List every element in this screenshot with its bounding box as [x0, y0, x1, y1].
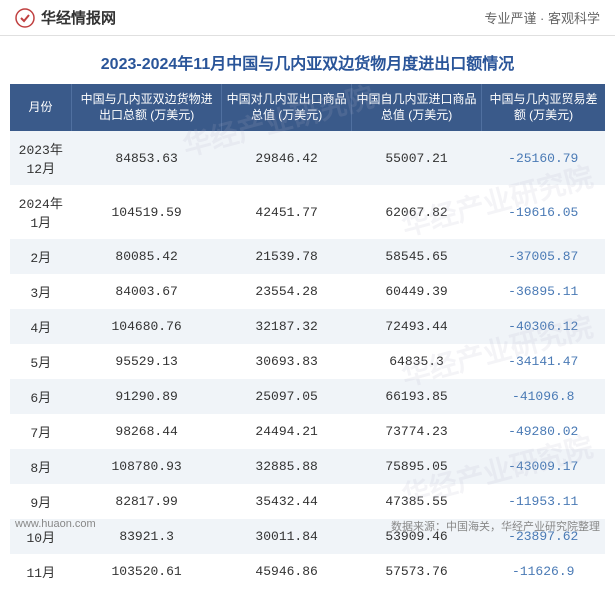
cell-month: 4月	[10, 309, 72, 344]
cell-export: 30693.83	[222, 344, 352, 379]
page-footer: www.huaon.com 数据来源：中国海关，华经产业研究院整理	[0, 518, 615, 534]
cell-import: 57573.76	[352, 554, 482, 589]
table-header-row: 月份 中国与几内亚双边货物进出口总额 (万美元) 中国对几内亚出口商品总值 (万…	[10, 84, 605, 131]
cell-import: 66193.85	[352, 379, 482, 414]
table-row: 6月91290.8925097.0566193.85-41096.8	[10, 379, 605, 414]
cell-total: 104680.76	[72, 309, 222, 344]
cell-import: 60449.39	[352, 274, 482, 309]
cell-month: 2023年12月	[10, 131, 72, 185]
cell-month: 7月	[10, 414, 72, 449]
cell-export: 25097.05	[222, 379, 352, 414]
table-row: 3月84003.6723554.2860449.39-36895.11	[10, 274, 605, 309]
cell-balance: -11953.11	[482, 484, 606, 519]
table-row: 2024年1月104519.5942451.7762067.82-19616.0…	[10, 185, 605, 239]
tagline: 专业严谨 · 客观科学	[484, 8, 600, 27]
cell-month: 9月	[10, 484, 72, 519]
cell-month: 8月	[10, 449, 72, 484]
cell-export: 32885.88	[222, 449, 352, 484]
cell-import: 64835.3	[352, 344, 482, 379]
cell-export: 45946.86	[222, 554, 352, 589]
cell-month: 2月	[10, 239, 72, 274]
table-row: 11月103520.6145946.8657573.76-11626.9	[10, 554, 605, 589]
table-row: 2023年12月84853.6329846.4255007.21-25160.7…	[10, 131, 605, 185]
logo-icon	[15, 8, 35, 28]
cell-export: 24494.21	[222, 414, 352, 449]
cell-month: 5月	[10, 344, 72, 379]
cell-total: 98268.44	[72, 414, 222, 449]
cell-export: 29846.42	[222, 131, 352, 185]
cell-balance: -25160.79	[482, 131, 606, 185]
cell-balance: -36895.11	[482, 274, 606, 309]
data-table: 月份 中国与几内亚双边货物进出口总额 (万美元) 中国对几内亚出口商品总值 (万…	[10, 84, 605, 589]
cell-month: 3月	[10, 274, 72, 309]
col-balance: 中国与几内亚贸易差额 (万美元)	[482, 84, 606, 131]
col-total: 中国与几内亚双边货物进出口总额 (万美元)	[72, 84, 222, 131]
cell-month: 6月	[10, 379, 72, 414]
table-row: 7月98268.4424494.2173774.23-49280.02	[10, 414, 605, 449]
footer-url: www.huaon.com	[15, 518, 96, 534]
cell-balance: -34141.47	[482, 344, 606, 379]
cell-import: 58545.65	[352, 239, 482, 274]
cell-balance: -19616.05	[482, 185, 606, 239]
cell-export: 23554.28	[222, 274, 352, 309]
cell-import: 62067.82	[352, 185, 482, 239]
page-title: 2023-2024年11月中国与几内亚双边货物月度进出口额情况	[0, 36, 615, 84]
cell-total: 84853.63	[72, 131, 222, 185]
cell-export: 42451.77	[222, 185, 352, 239]
cell-import: 55007.21	[352, 131, 482, 185]
cell-import: 73774.23	[352, 414, 482, 449]
col-import: 中国自几内亚进口商品总值 (万美元)	[352, 84, 482, 131]
logo-area: 华经情报网	[15, 7, 116, 28]
table-row: 8月108780.9332885.8875895.05-43009.17	[10, 449, 605, 484]
table-row: 5月95529.1330693.8364835.3-34141.47	[10, 344, 605, 379]
logo-text: 华经情报网	[41, 7, 116, 28]
cell-total: 103520.61	[72, 554, 222, 589]
cell-balance: -11626.9	[482, 554, 606, 589]
cell-balance: -41096.8	[482, 379, 606, 414]
cell-export: 32187.32	[222, 309, 352, 344]
cell-import: 72493.44	[352, 309, 482, 344]
cell-total: 108780.93	[72, 449, 222, 484]
footer-source: 数据来源：中国海关，华经产业研究院整理	[391, 518, 600, 534]
cell-total: 80085.42	[72, 239, 222, 274]
table-row: 9月82817.9935432.4447385.55-11953.11	[10, 484, 605, 519]
col-export: 中国对几内亚出口商品总值 (万美元)	[222, 84, 352, 131]
cell-balance: -40306.12	[482, 309, 606, 344]
cell-total: 91290.89	[72, 379, 222, 414]
cell-total: 104519.59	[72, 185, 222, 239]
cell-export: 35432.44	[222, 484, 352, 519]
page-header: 华经情报网 专业严谨 · 客观科学	[0, 0, 615, 36]
cell-balance: -43009.17	[482, 449, 606, 484]
table-container: 月份 中国与几内亚双边货物进出口总额 (万美元) 中国对几内亚出口商品总值 (万…	[0, 84, 615, 589]
cell-balance: -37005.87	[482, 239, 606, 274]
cell-import: 47385.55	[352, 484, 482, 519]
cell-total: 84003.67	[72, 274, 222, 309]
cell-import: 75895.05	[352, 449, 482, 484]
cell-balance: -49280.02	[482, 414, 606, 449]
cell-month: 2024年1月	[10, 185, 72, 239]
cell-total: 95529.13	[72, 344, 222, 379]
cell-month: 11月	[10, 554, 72, 589]
col-month: 月份	[10, 84, 72, 131]
cell-total: 82817.99	[72, 484, 222, 519]
table-row: 4月104680.7632187.3272493.44-40306.12	[10, 309, 605, 344]
table-row: 2月80085.4221539.7858545.65-37005.87	[10, 239, 605, 274]
cell-export: 21539.78	[222, 239, 352, 274]
